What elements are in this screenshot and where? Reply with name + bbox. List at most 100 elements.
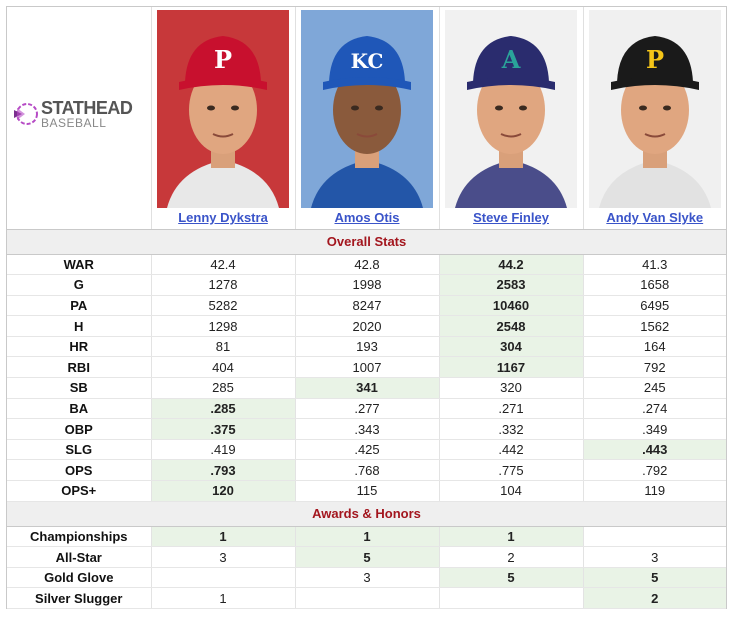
stat-value: 1 (151, 587, 296, 609)
stat-row: SLG .419.425.442.443 (7, 439, 726, 461)
stat-value (583, 526, 726, 548)
stat-label: OBP (7, 418, 152, 440)
stat-label: BA (7, 398, 152, 420)
stat-value: 41.3 (583, 254, 726, 276)
stat-value: 245 (583, 377, 726, 399)
cap-logo-letter: P (646, 45, 664, 74)
stat-row: OPS .793.768.775.792 (7, 459, 726, 482)
stat-value: .274 (583, 398, 726, 420)
stat-value: .271 (439, 398, 584, 420)
stat-value: 1 (151, 526, 296, 548)
cap-logo-letter: KC (351, 49, 384, 73)
stat-label: Championships (7, 526, 152, 548)
stat-label: Gold Glove (7, 567, 152, 589)
stathead-logo[interactable]: STATHEAD BASEBALL (13, 98, 133, 130)
player-headshot-icon: P (588, 10, 721, 208)
stat-row: SB 285 341 320 245 (7, 377, 726, 399)
section-header: Overall Stats (7, 228, 726, 255)
stat-row: Silver Slugger 1 2 (7, 587, 726, 609)
stat-value: .419 (151, 439, 296, 461)
stat-row: All-Star 3 5 2 3 (7, 546, 726, 568)
stat-value: 1278 (151, 274, 296, 296)
stat-value: 42.4 (151, 254, 296, 276)
stat-row: OPS+ 120 115 104 119 (7, 480, 726, 502)
stat-row: HR 81 193 304 164 (7, 336, 726, 358)
stat-value: 5282 (151, 295, 296, 317)
stat-label: RBI (7, 356, 152, 379)
stat-value: 1998 (295, 274, 440, 296)
stat-value: 1167 (439, 356, 584, 379)
stat-value: .775 (439, 459, 584, 482)
stat-value: 285 (151, 377, 296, 399)
cap-logo-letter: A (501, 45, 521, 74)
stat-value: 81 (151, 336, 296, 358)
stat-value: .792 (583, 459, 726, 482)
stat-row: G 1278 1998 2583 1658 (7, 274, 726, 296)
stat-value: 164 (583, 336, 726, 358)
player-cell: A Steve Finley (439, 7, 584, 230)
stat-value: 193 (295, 336, 440, 358)
stat-value: .375 (151, 418, 296, 440)
player-name-link[interactable]: Lenny Dykstra (178, 210, 268, 225)
stat-value: 5 (295, 546, 440, 568)
stat-label: PA (7, 295, 152, 317)
stat-label: H (7, 315, 152, 337)
comparison-table: STATHEAD BASEBALL P Lenny Dykstra KC Amos O… (7, 7, 726, 609)
stat-label: WAR (7, 254, 152, 276)
stat-value: 115 (295, 480, 440, 502)
stat-value: 2 (583, 587, 726, 609)
comparison-card: STATHEAD BASEBALL P Lenny Dykstra KC Amos O… (6, 6, 727, 609)
stat-value: 1007 (295, 356, 440, 379)
logo-wordmark-bottom: BASEBALL (41, 116, 107, 130)
header-row: STATHEAD BASEBALL P Lenny Dykstra KC Amos O… (7, 7, 726, 230)
stat-value: 3 (583, 546, 726, 568)
stat-label: All-Star (7, 546, 152, 568)
stat-value (439, 587, 584, 609)
stat-value: 44.2 (439, 254, 584, 276)
player-cell: P Andy Van Slyke (583, 7, 726, 230)
stat-value: 2583 (439, 274, 584, 296)
player-photo[interactable]: A (445, 10, 577, 208)
cap-logo-letter: P (214, 45, 232, 74)
stat-label: SB (7, 377, 152, 399)
player-cell: KC Amos Otis (295, 7, 440, 230)
stat-value: .442 (439, 439, 584, 461)
stat-value: 1298 (151, 315, 296, 337)
stat-value: .332 (439, 418, 584, 440)
player-photo[interactable]: P (588, 10, 721, 208)
stat-value: 2548 (439, 315, 584, 337)
stat-row: BA .285.277.271.274 (7, 398, 726, 420)
player-name-link[interactable]: Amos Otis (334, 210, 400, 225)
stat-value: 104 (439, 480, 584, 502)
stat-value (151, 567, 296, 589)
player-photo[interactable]: P (157, 10, 289, 208)
stat-label: HR (7, 336, 152, 358)
player-photo[interactable]: KC (301, 10, 433, 208)
stat-value: 341 (295, 377, 440, 399)
stat-row: RBI 404 1007 1167 792 (7, 356, 726, 379)
stat-label: OPS (7, 459, 152, 482)
stat-row: H 1298 2020 2548 1562 (7, 315, 726, 337)
stat-value: 120 (151, 480, 296, 502)
stat-label: Silver Slugger (7, 587, 152, 609)
section-header: Awards & Honors (7, 500, 726, 527)
player-name-link[interactable]: Steve Finley (473, 210, 549, 225)
stat-value (295, 587, 440, 609)
stat-row: PA 5282 8247 10460 6495 (7, 295, 726, 317)
stat-value: 1 (295, 526, 440, 548)
stat-value: 304 (439, 336, 584, 358)
logo-wordmark-top: STATHEAD (41, 98, 133, 118)
player-name-link[interactable]: Andy Van Slyke (606, 210, 704, 225)
stat-value: .277 (295, 398, 440, 420)
stat-value: 2 (439, 546, 584, 568)
stat-value: 1 (439, 526, 584, 548)
stat-row: OBP .375.343.332.349 (7, 418, 726, 440)
stat-value: 404 (151, 356, 296, 379)
player-headshot-icon: P (157, 10, 289, 208)
player-cell: P Lenny Dykstra (151, 7, 296, 230)
stat-label: SLG (7, 439, 152, 461)
stat-value: 8247 (295, 295, 440, 317)
stat-value: 119 (583, 480, 726, 502)
stat-value: 3 (295, 567, 440, 589)
stat-label: OPS+ (7, 480, 152, 502)
